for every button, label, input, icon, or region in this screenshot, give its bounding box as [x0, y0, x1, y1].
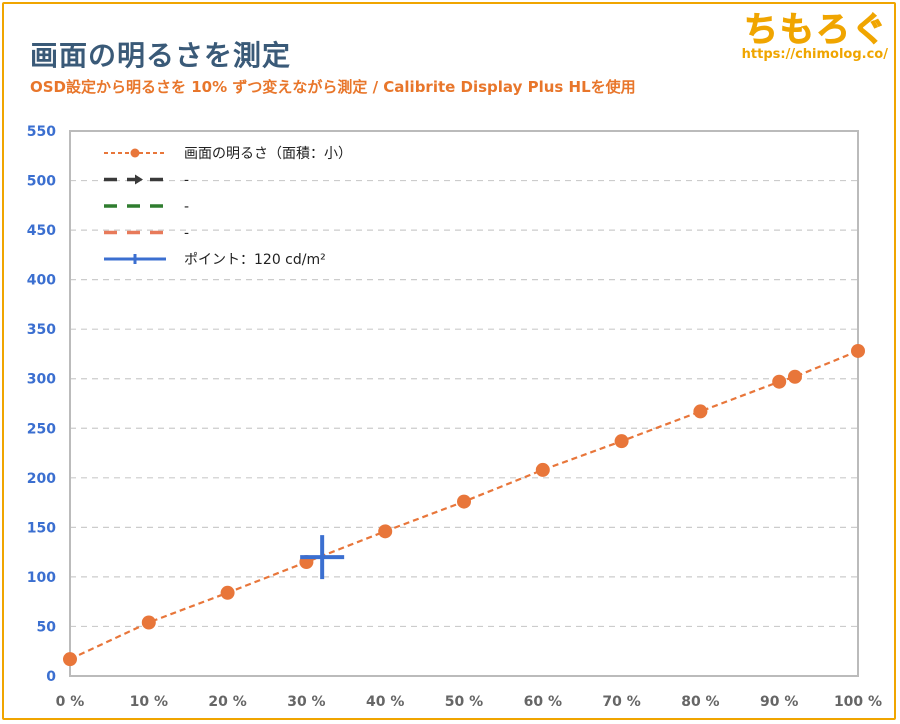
y-tick-label: 100 — [27, 570, 56, 586]
legend-entry-label: - — [184, 199, 189, 215]
data-point — [614, 434, 629, 449]
y-tick-label: 50 — [37, 619, 57, 635]
x-tick-label: 30 % — [287, 694, 325, 710]
data-point — [63, 652, 77, 667]
x-tick-label: 40 % — [366, 694, 404, 710]
brand-logo: ちもろぐ https://chimolog.co/ — [741, 2, 888, 63]
y-axis: 0 50 100 150 200 250 300 350 400 450 500 550 — [27, 124, 56, 685]
y-tick-label: 250 — [27, 421, 56, 437]
x-tick-label: 80 % — [681, 694, 719, 710]
y-tick-label: 500 — [27, 174, 56, 190]
x-tick-label: 0 % — [56, 694, 85, 710]
data-point — [141, 615, 156, 630]
legend-entry-label: - — [184, 226, 189, 242]
data-point — [220, 585, 235, 600]
chart-series — [63, 343, 865, 667]
plot-area — [69, 130, 859, 677]
data-point — [535, 462, 550, 477]
chart-title: 画面の明るさを測定 — [30, 39, 292, 72]
y-tick-label: 550 — [27, 124, 56, 140]
x-tick-label: 60 % — [524, 694, 562, 710]
x-tick-label: 90 % — [760, 694, 798, 710]
x-tick-label: 20 % — [208, 694, 246, 710]
y-tick-label: 0 — [46, 669, 56, 685]
x-tick-label: 100 % — [834, 694, 882, 710]
legend-swatch-marker — [130, 148, 140, 158]
data-point — [457, 494, 471, 509]
data-point — [772, 374, 787, 389]
y-tick-label: 150 — [27, 520, 56, 536]
y-tick-label: 450 — [27, 223, 56, 239]
brand-logo-text: ちもろぐ — [743, 10, 888, 51]
x-tick-label: 50 % — [445, 694, 483, 710]
brand-url: https://chimolog.co/ — [741, 47, 888, 62]
legend-swatch-arrow — [135, 174, 143, 185]
chart-subtitle: OSD設定から明るさを 10% ずつ変えながら測定 / Calibrite Di… — [30, 78, 636, 96]
y-tick-label: 350 — [27, 322, 56, 338]
y-tick-label: 400 — [27, 273, 56, 289]
data-point — [693, 404, 708, 419]
data-point — [378, 524, 393, 539]
chart-legend: 画面の明るさ（面積：小） - - - ポイント：120 cd/m² — [104, 146, 352, 268]
legend-entry-label: ポイント：120 cd/m² — [184, 252, 326, 268]
legend-entry-label: 画面の明るさ（面積：小） — [184, 146, 352, 162]
y-tick-label: 200 — [27, 471, 56, 487]
data-point — [787, 369, 802, 384]
legend-entry-label: - — [184, 173, 189, 189]
data-point — [851, 343, 865, 358]
x-axis: 0 % 10 % 20 % 30 % 40 % 50 % 60 % 70 % 80 % 90 % 1… — [56, 694, 882, 710]
x-tick-label: 70 % — [602, 694, 640, 710]
y-tick-label: 300 — [27, 372, 56, 388]
x-tick-label: 10 % — [130, 694, 168, 710]
